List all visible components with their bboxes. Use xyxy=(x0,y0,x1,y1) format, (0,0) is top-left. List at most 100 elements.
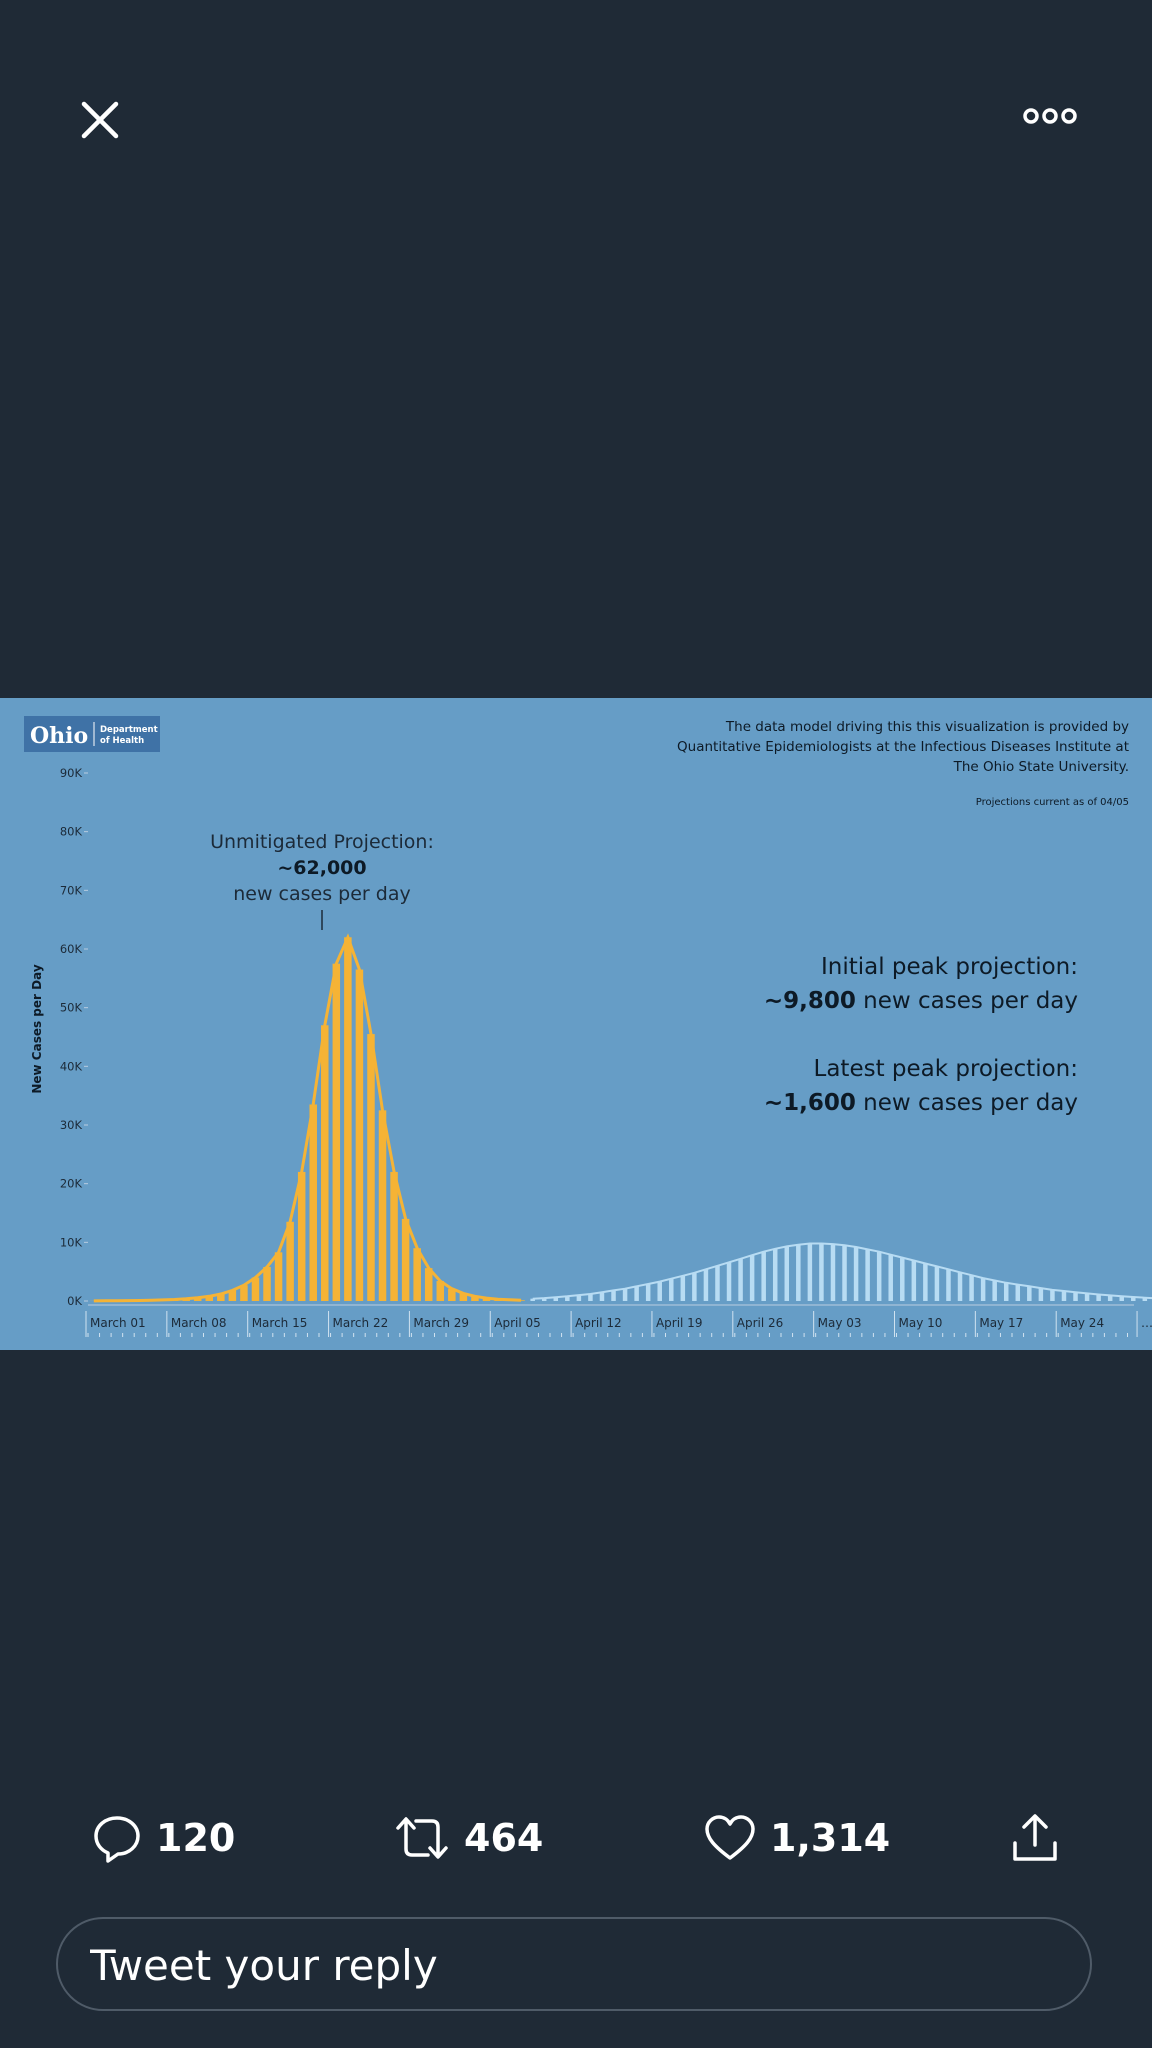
x-tick-label: May 24 xyxy=(1060,1316,1104,1330)
bar xyxy=(980,1278,986,1301)
bar xyxy=(934,1266,940,1301)
bar xyxy=(1073,1292,1078,1301)
bar xyxy=(565,1296,570,1301)
initial-peak-title: Initial peak projection: xyxy=(821,954,1078,980)
bar xyxy=(530,1298,535,1301)
bar xyxy=(1131,1297,1136,1301)
x-tick-label: March 15 xyxy=(252,1316,308,1330)
bar xyxy=(923,1263,928,1301)
bar xyxy=(946,1269,951,1301)
source-note-line-1: The data model driving this this visuali… xyxy=(725,719,1129,735)
retweet-count: 464 xyxy=(464,1816,544,1860)
bar xyxy=(819,1243,824,1301)
bar xyxy=(669,1278,674,1301)
unmitigated-value: ~62,000 xyxy=(277,857,366,879)
source-note-line-3: The Ohio State University. xyxy=(953,759,1129,775)
bar xyxy=(865,1249,870,1301)
like-action[interactable]: 1,314 xyxy=(704,1810,890,1866)
ohio-logo: Ohio Department of Health xyxy=(24,716,160,752)
y-tick-label: 20K xyxy=(60,1177,83,1191)
bar xyxy=(634,1286,639,1301)
bar xyxy=(274,1252,283,1301)
x-tick-label: March 01 xyxy=(90,1316,146,1330)
bar xyxy=(553,1297,559,1301)
bar xyxy=(1038,1288,1044,1301)
bar xyxy=(1096,1294,1101,1301)
unmitigated-title: Unmitigated Projection: xyxy=(210,831,434,853)
bar xyxy=(969,1275,974,1301)
bar xyxy=(390,1171,398,1301)
bar xyxy=(611,1290,616,1301)
reply-icon xyxy=(94,1816,140,1863)
bar xyxy=(367,1034,375,1301)
share-action[interactable] xyxy=(1010,1810,1060,1866)
x-tick-label: April 05 xyxy=(494,1316,541,1330)
bar xyxy=(240,1285,248,1301)
bar xyxy=(680,1275,686,1301)
bar xyxy=(401,1218,410,1301)
bar xyxy=(205,1296,214,1301)
y-axis: 0K 10K 20K 30K 40K 50K 60K 70K 80K 90K xyxy=(60,766,88,1308)
logo-of-health: of Health xyxy=(100,736,144,746)
bar xyxy=(588,1293,593,1301)
bar xyxy=(576,1295,582,1301)
chart-image[interactable]: Ohio Department of Health The data model… xyxy=(0,698,1152,1350)
bar xyxy=(772,1248,778,1301)
x-axis: March 01 March 08 March 15 March 22 March 29… xyxy=(85,1304,1152,1337)
bar xyxy=(378,1110,387,1301)
x-tick-label: April 12 xyxy=(575,1316,622,1330)
bar xyxy=(436,1281,445,1301)
bar xyxy=(1050,1289,1055,1301)
bar xyxy=(830,1244,836,1301)
y-tick-label: 40K xyxy=(60,1059,83,1073)
bar xyxy=(471,1296,479,1301)
bar xyxy=(599,1292,605,1301)
bar xyxy=(796,1244,801,1301)
bar xyxy=(1015,1284,1021,1301)
reply-box[interactable] xyxy=(56,1917,1092,2011)
x-tick-label: May 10 xyxy=(899,1316,943,1330)
bar xyxy=(424,1268,433,1301)
bar xyxy=(807,1243,813,1301)
close-button[interactable] xyxy=(76,96,124,144)
bar xyxy=(332,963,341,1301)
logo-department: Department xyxy=(100,725,158,735)
bar xyxy=(1107,1295,1113,1301)
bar xyxy=(784,1246,790,1301)
more-options-button[interactable] xyxy=(1022,104,1078,128)
peak-annotations: Initial peak projection: ~9,800 new case… xyxy=(764,954,1078,1116)
bar xyxy=(645,1283,651,1301)
bar xyxy=(622,1288,628,1301)
latest-peak-suffix: new cases per day xyxy=(863,1090,1078,1116)
close-icon xyxy=(81,101,119,139)
reply-input[interactable] xyxy=(88,1929,1052,2001)
bar xyxy=(1061,1291,1067,1301)
x-tick-label: May 03 xyxy=(818,1316,862,1330)
bar xyxy=(853,1247,859,1301)
bar xyxy=(888,1254,893,1301)
y-tick-label: 90K xyxy=(60,766,83,780)
bar xyxy=(911,1260,917,1301)
series-unmitigated xyxy=(90,937,525,1301)
x-tick-label: April 19 xyxy=(656,1316,703,1330)
bar xyxy=(1027,1286,1032,1301)
bar xyxy=(309,1104,317,1301)
x-tick-label: March 22 xyxy=(333,1316,389,1330)
unmitigated-annotation: Unmitigated Projection: ~62,000 new case… xyxy=(210,831,434,930)
y-tick-label: 10K xyxy=(60,1235,83,1249)
heart-icon xyxy=(705,1815,755,1860)
bar xyxy=(957,1272,963,1301)
y-tick-label: 30K xyxy=(60,1118,83,1132)
bar xyxy=(738,1258,743,1301)
reply-count: 120 xyxy=(156,1816,236,1860)
bar xyxy=(286,1221,294,1301)
retweet-icon xyxy=(396,1817,448,1859)
y-tick-label: 70K xyxy=(60,883,83,897)
bar xyxy=(1003,1282,1009,1301)
reply-action[interactable]: 120 xyxy=(92,1810,235,1866)
bar xyxy=(1142,1297,1148,1301)
y-tick-label: 50K xyxy=(60,1001,83,1015)
x-tick-label: March 29 xyxy=(413,1316,469,1330)
source-note-line-2: Quantitative Epidemiologists at the Infe… xyxy=(677,739,1129,755)
retweet-action[interactable]: 464 xyxy=(394,1810,543,1866)
